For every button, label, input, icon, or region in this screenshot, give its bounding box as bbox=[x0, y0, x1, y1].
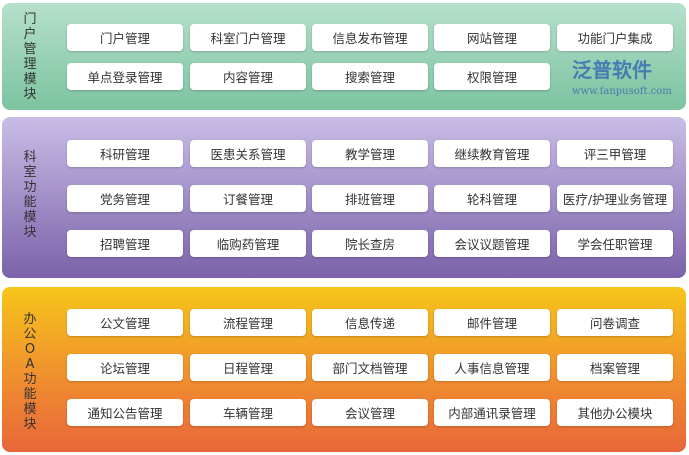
feature-item[interactable]: 门户管理 bbox=[67, 24, 183, 51]
feature-item[interactable]: 临购药管理 bbox=[190, 230, 306, 257]
feature-item[interactable]: 人事信息管理 bbox=[434, 354, 550, 381]
feature-item[interactable]: 内容管理 bbox=[190, 63, 306, 90]
feature-item[interactable]: 排班管理 bbox=[312, 185, 428, 212]
feature-item[interactable]: 学会任职管理 bbox=[557, 230, 673, 257]
feature-item[interactable]: 内部通讯录管理 bbox=[434, 399, 550, 426]
feature-item[interactable]: 医疗/护理业务管理 bbox=[557, 185, 673, 212]
watermark-logo: 泛普软件 bbox=[572, 58, 652, 82]
feature-item[interactable]: 网站管理 bbox=[434, 24, 550, 51]
module-portal bbox=[2, 3, 686, 110]
feature-item[interactable]: 党务管理 bbox=[67, 185, 183, 212]
feature-item[interactable]: 搜索管理 bbox=[312, 63, 428, 90]
feature-item[interactable]: 院长查房 bbox=[312, 230, 428, 257]
feature-item[interactable]: 单点登录管理 bbox=[67, 63, 183, 90]
feature-item[interactable]: 订餐管理 bbox=[190, 185, 306, 212]
feature-item[interactable]: 公文管理 bbox=[67, 309, 183, 336]
feature-item[interactable]: 部门文档管理 bbox=[312, 354, 428, 381]
feature-item[interactable]: 招聘管理 bbox=[67, 230, 183, 257]
feature-item[interactable]: 论坛管理 bbox=[67, 354, 183, 381]
feature-item[interactable]: 会议管理 bbox=[312, 399, 428, 426]
feature-item[interactable]: 车辆管理 bbox=[190, 399, 306, 426]
feature-item[interactable]: 科室门户管理 bbox=[190, 24, 306, 51]
feature-item[interactable]: 科研管理 bbox=[67, 140, 183, 167]
module-label: 办公OA功能模块 bbox=[23, 312, 37, 432]
feature-item[interactable]: 日程管理 bbox=[190, 354, 306, 381]
feature-item[interactable]: 轮科管理 bbox=[434, 185, 550, 212]
feature-item[interactable]: 教学管理 bbox=[312, 140, 428, 167]
feature-item[interactable]: 信息发布管理 bbox=[312, 24, 428, 51]
feature-item[interactable]: 会议议题管理 bbox=[434, 230, 550, 257]
feature-item[interactable]: 流程管理 bbox=[190, 309, 306, 336]
feature-item[interactable]: 权限管理 bbox=[434, 63, 550, 90]
module-label: 门户管理模块 bbox=[23, 12, 37, 102]
feature-item[interactable]: 问卷调查 bbox=[557, 309, 673, 336]
feature-item[interactable]: 档案管理 bbox=[557, 354, 673, 381]
feature-item[interactable]: 功能门户集成 bbox=[557, 24, 673, 51]
feature-item[interactable]: 信息传递 bbox=[312, 309, 428, 336]
feature-item[interactable]: 通知公告管理 bbox=[67, 399, 183, 426]
module-label: 科室功能模块 bbox=[23, 150, 37, 240]
feature-item[interactable]: 邮件管理 bbox=[434, 309, 550, 336]
feature-item[interactable]: 其他办公模块 bbox=[557, 399, 673, 426]
feature-item[interactable]: 医患关系管理 bbox=[190, 140, 306, 167]
feature-item[interactable]: 继续教育管理 bbox=[434, 140, 550, 167]
watermark-url: www.fanpusoft.com bbox=[572, 86, 672, 97]
feature-item[interactable]: 评三甲管理 bbox=[557, 140, 673, 167]
